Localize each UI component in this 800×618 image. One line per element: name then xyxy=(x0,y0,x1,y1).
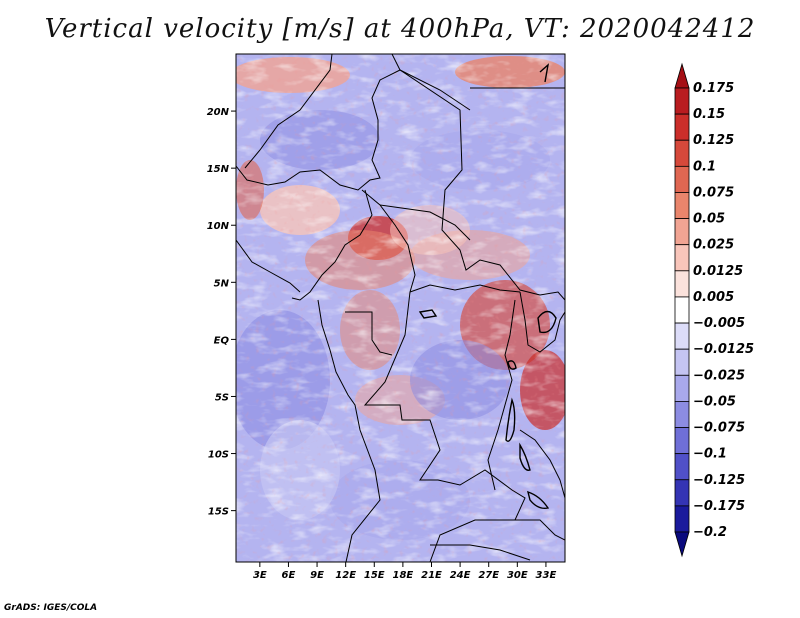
colorbar-label: −0.025 xyxy=(693,368,745,383)
lon-label: 24E xyxy=(450,570,471,581)
lat-label: 20N xyxy=(207,107,230,118)
colorbar-label: 0.125 xyxy=(693,133,734,148)
colorbar-bin xyxy=(674,453,690,481)
lat-label: EQ xyxy=(214,335,230,346)
colorbar-label: −0.175 xyxy=(693,499,745,514)
lon-label: 18E xyxy=(393,570,414,581)
colorbar-bin xyxy=(674,62,690,89)
colorbar-label: 0.175 xyxy=(693,81,734,96)
colorbar-label: 0.025 xyxy=(693,238,734,253)
colorbar-bin xyxy=(674,322,690,350)
colorbar-label: 0.075 xyxy=(693,185,734,200)
colorbar-label: 0.005 xyxy=(693,290,734,305)
colorbar: 0.175 0.15 0.125 0.1 0.075 0.05 0.025 0.0125 0.0… xyxy=(674,62,754,558)
colorbar-label: −0.075 xyxy=(693,421,745,436)
colorbar-bin xyxy=(674,87,690,115)
colorbar-label: −0.05 xyxy=(693,394,736,409)
lon-label: 12E xyxy=(335,570,356,581)
colorbar-bin xyxy=(674,427,690,455)
colorbar-label: −0.1 xyxy=(693,447,727,462)
colorbar-bin xyxy=(674,505,690,533)
lon-label: 9E xyxy=(310,570,324,581)
colorbar-bin xyxy=(674,401,690,428)
grads-credit: GrADS: IGES/COLA xyxy=(4,603,98,613)
map-frame xyxy=(235,53,566,563)
colorbar-bin xyxy=(674,374,690,402)
lat-label: 15S xyxy=(208,507,229,518)
colorbar-label: −0.125 xyxy=(693,473,745,488)
colorbar-bin xyxy=(674,192,690,219)
lon-label: 33E xyxy=(536,570,557,581)
lon-label: 3E xyxy=(253,570,267,581)
colorbar-bin xyxy=(674,165,690,193)
colorbar-label: −0.0125 xyxy=(693,342,754,357)
colorbar-label: 0.05 xyxy=(693,212,725,227)
lat-label: 5S xyxy=(215,392,229,403)
latitude-axis: 20N 15N 10N 5N EQ 5S 10S 15S xyxy=(207,107,236,518)
colorbar-bin xyxy=(674,270,690,298)
colorbar-bin xyxy=(674,113,690,141)
lon-label: 27E xyxy=(478,570,499,581)
colorbar-bin xyxy=(674,531,690,558)
lat-label: 10N xyxy=(207,221,230,232)
colorbar-bin xyxy=(674,296,690,324)
colorbar-label: 0.0125 xyxy=(693,264,743,279)
colorbar-bin xyxy=(674,139,690,167)
velocity-field xyxy=(236,54,565,562)
lat-label: 5N xyxy=(214,278,230,289)
lat-label: 15N xyxy=(207,164,230,175)
colorbar-label: 0.15 xyxy=(693,107,725,122)
longitude-axis: 3E 6E 9E 12E 15E 18E 21E 24E 27E 30E 33E xyxy=(253,562,557,581)
colorbar-label: −0.2 xyxy=(693,525,727,540)
lake-outlines xyxy=(418,63,557,510)
lon-label: 30E xyxy=(507,570,528,581)
lon-label: 15E xyxy=(364,570,385,581)
colorbar-label: −0.005 xyxy=(693,316,745,331)
colorbar-bin xyxy=(674,244,690,272)
country-borders xyxy=(236,54,565,562)
lon-label: 6E xyxy=(282,570,296,581)
colorbar-bin xyxy=(674,479,690,507)
colorbar-bin xyxy=(674,218,690,246)
colorbar-bin xyxy=(674,348,690,376)
map-title: Vertical velocity [m/s] at 400hPa, VT: 2… xyxy=(44,14,756,44)
colorbar-label: 0.1 xyxy=(693,159,716,174)
lon-label: 21E xyxy=(421,570,442,581)
lat-label: 10S xyxy=(208,450,229,461)
